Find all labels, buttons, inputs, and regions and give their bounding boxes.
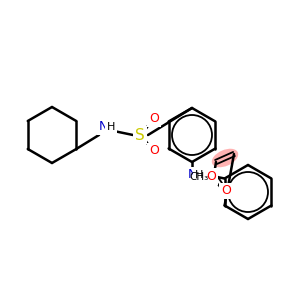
Text: H: H — [107, 122, 115, 132]
Text: N: N — [187, 169, 197, 182]
Text: O: O — [221, 184, 231, 197]
Text: O: O — [207, 170, 217, 183]
Text: N: N — [98, 121, 108, 134]
Text: H: H — [195, 170, 203, 180]
Text: O: O — [149, 112, 159, 125]
Text: O: O — [149, 145, 159, 158]
Ellipse shape — [212, 149, 238, 167]
Text: S: S — [135, 128, 145, 142]
Text: CH₃: CH₃ — [189, 172, 208, 182]
